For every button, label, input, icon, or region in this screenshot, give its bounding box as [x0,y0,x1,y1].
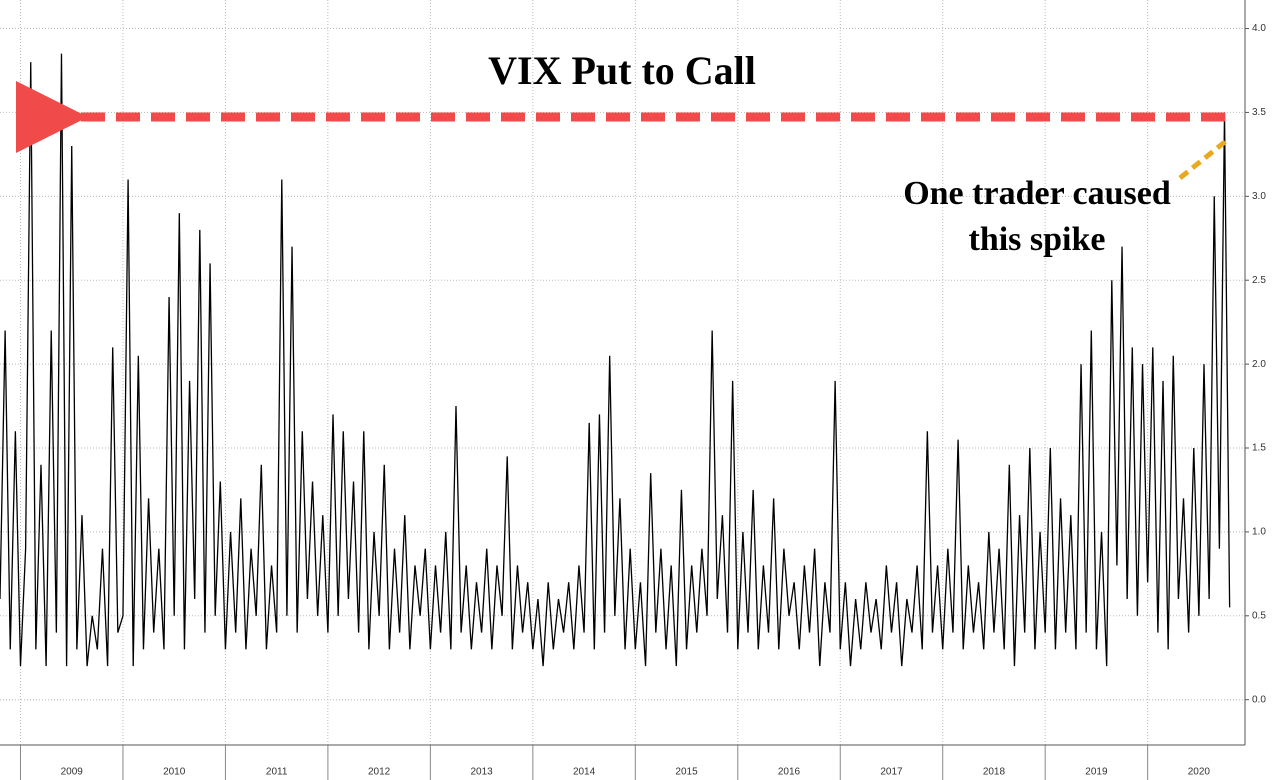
x-tick-label: 2019 [1085,767,1108,778]
annotation-arrow [1178,139,1228,180]
y-tick-label: 2.0 [1252,359,1266,370]
y-tick-label: 0.5 [1252,610,1266,621]
plot [0,53,1231,667]
x-tick-label: 2009 [61,767,84,778]
y-tick-label: 0.0 [1252,694,1266,705]
grid [0,0,1245,745]
y-tick-label: 1.0 [1252,527,1266,538]
x-tick-label: 2018 [983,767,1006,778]
x-tick-label: 2010 [163,767,186,778]
x-tick-label: 2020 [1188,767,1211,778]
x-tick-label: 2014 [573,767,596,778]
data-line [0,53,1231,667]
annotation-text: this spike [969,221,1106,258]
x-tick-label: 2016 [778,767,801,778]
y-tick-label: 3.5 [1252,107,1266,118]
x-tick-label: 2012 [368,767,391,778]
y-tick-label: 1.5 [1252,443,1266,454]
y-tick-label: 2.5 [1252,275,1266,286]
x-tick-label: 2015 [675,767,698,778]
y-tick-label: 3.0 [1252,191,1266,202]
chart-title: VIX Put to Call [488,48,756,93]
x-tick-label: 2017 [880,767,903,778]
y-tick-label: 4.0 [1252,23,1266,34]
annotation-text: One trader caused [903,175,1171,212]
x-tick-label: 2011 [266,767,288,778]
x-tick-label: 2013 [470,767,493,778]
annotations: VIX Put to Call One trader caused this s… [15,48,1228,258]
